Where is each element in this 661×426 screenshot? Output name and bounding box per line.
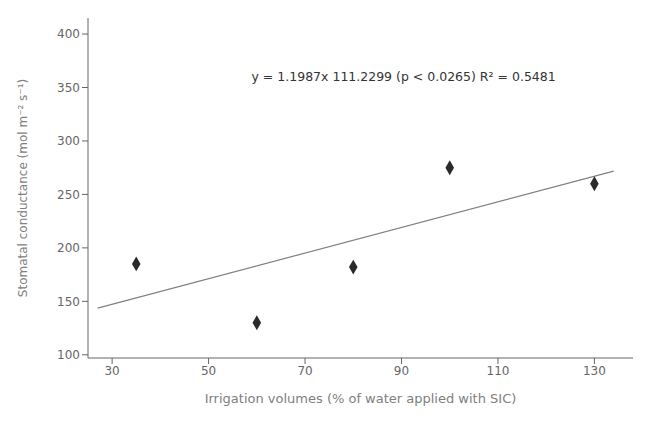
svg-text:200: 200 xyxy=(57,241,80,255)
svg-text:50: 50 xyxy=(201,364,216,378)
svg-text:70: 70 xyxy=(297,364,312,378)
svg-text:300: 300 xyxy=(57,134,80,148)
svg-text:130: 130 xyxy=(583,364,606,378)
svg-text:150: 150 xyxy=(57,295,80,309)
svg-text:30: 30 xyxy=(104,364,119,378)
svg-text:Irrigation volumes (% of water: Irrigation volumes (% of water applied w… xyxy=(205,391,517,406)
svg-text:400: 400 xyxy=(57,27,80,41)
svg-text:250: 250 xyxy=(57,188,80,202)
svg-text:90: 90 xyxy=(394,364,409,378)
svg-text:Stomatal conductance (mol m⁻²: Stomatal conductance (mol m⁻² s⁻¹) xyxy=(16,79,30,297)
svg-text:100: 100 xyxy=(57,348,80,362)
svg-text:350: 350 xyxy=(57,81,80,95)
svg-text:110: 110 xyxy=(487,364,510,378)
html-text:y = 1.1987x 111.2299 (p < 0.02: y = 1.1987x 111.2299 (p < 0.0265) R² = 0… xyxy=(251,68,556,84)
